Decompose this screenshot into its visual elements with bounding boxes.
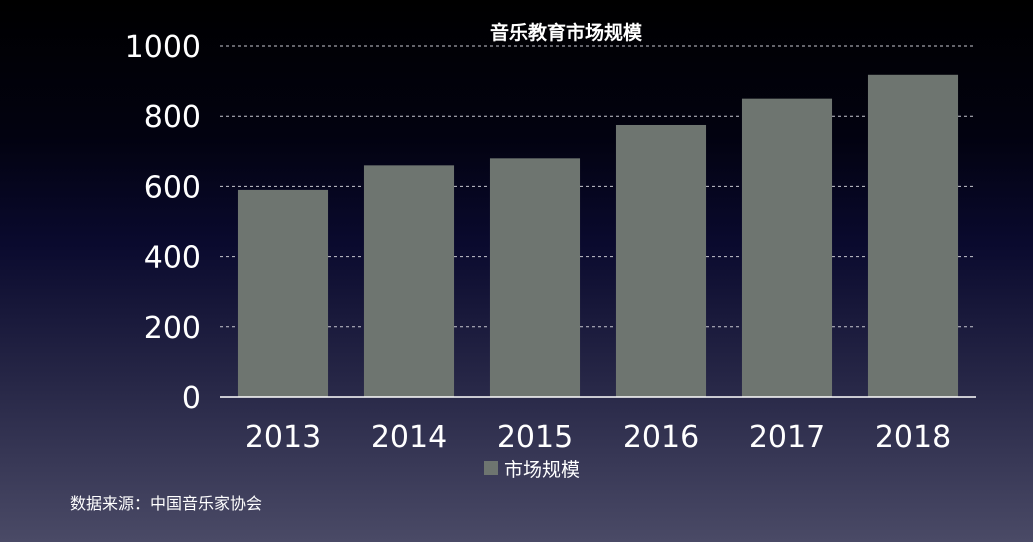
x-tick-label-2016: 2016 (623, 420, 699, 455)
x-tick-label-2017: 2017 (749, 420, 825, 455)
gridlines (220, 45, 976, 328)
bar-2018 (867, 74, 959, 398)
x-tick-label-2015: 2015 (497, 420, 573, 455)
y-tick-label-400: 400 (144, 241, 201, 276)
x-axis-tick-labels: 2013 2014 2015 2016 2017 2018 (245, 420, 951, 455)
x-tick-label-2013: 2013 (245, 420, 321, 455)
y-tick-label-200: 200 (144, 311, 201, 346)
x-tick-label-2018: 2018 (875, 420, 951, 455)
bar-2017 (741, 98, 833, 398)
bar-2014 (363, 165, 455, 397)
legend-swatch (484, 461, 498, 475)
legend: 市场规模 (484, 459, 580, 481)
y-tick-label-800: 800 (144, 100, 201, 135)
x-tick-label-2014: 2014 (371, 420, 447, 455)
chart-title: 音乐教育市场规模 (490, 21, 643, 44)
bars (237, 74, 959, 398)
legend-label: 市场规模 (504, 459, 580, 481)
y-tick-label-600: 600 (144, 170, 201, 205)
y-axis-tick-labels: 0 200 400 600 800 1000 (125, 30, 201, 416)
y-tick-label-1000: 1000 (125, 30, 201, 65)
bar-2013 (237, 189, 329, 397)
source-note: 数据来源：中国音乐家协会 (70, 494, 263, 513)
y-tick-label-0: 0 (182, 381, 201, 416)
bar-2015 (489, 158, 581, 397)
bar-2016 (615, 124, 707, 397)
